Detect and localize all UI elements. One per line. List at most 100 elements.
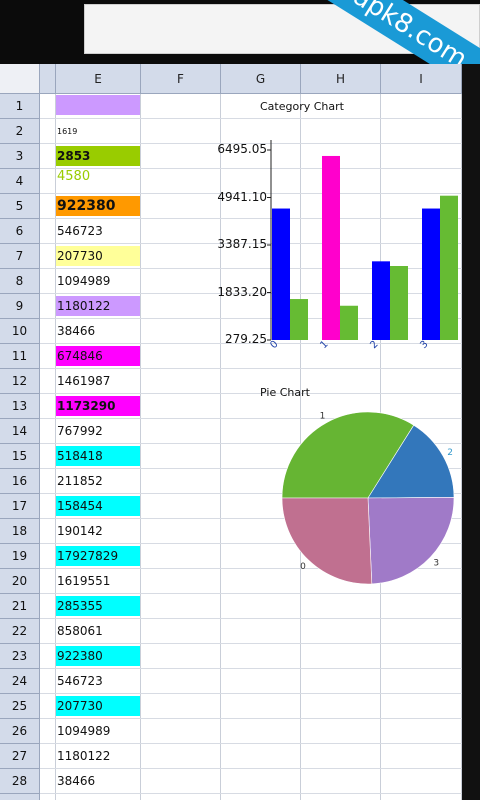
cell-e1[interactable] <box>56 95 140 115</box>
row-gridline <box>40 768 462 769</box>
row-header-13[interactable]: 13 <box>0 394 40 419</box>
row-gridline <box>40 368 462 369</box>
row-header-15[interactable]: 15 <box>0 444 40 469</box>
row-header-19[interactable]: 19 <box>0 544 40 569</box>
row-gridline <box>40 468 462 469</box>
row-gridline <box>40 168 462 169</box>
row-header-12[interactable]: 12 <box>0 369 40 394</box>
row-gridline <box>40 418 462 419</box>
column-header-h[interactable]: H <box>301 64 381 94</box>
cell-e8[interactable]: 1094989 <box>57 274 111 288</box>
row-header-26[interactable]: 26 <box>0 719 40 744</box>
row-header-20[interactable]: 20 <box>0 569 40 594</box>
column-header-g[interactable]: G <box>221 64 301 94</box>
row-header-4[interactable]: 4 <box>0 169 40 194</box>
cell-e25[interactable]: 207730 <box>56 696 140 716</box>
row-gridline <box>40 243 462 244</box>
row-gridline <box>40 743 462 744</box>
row-header-8[interactable]: 8 <box>0 269 40 294</box>
cell-e13[interactable]: 1173290 <box>56 396 140 416</box>
row-header-3[interactable]: 3 <box>0 144 40 169</box>
row-gridline <box>40 193 462 194</box>
row-gridline <box>40 293 462 294</box>
cell-e24[interactable]: 546723 <box>57 674 103 688</box>
cell-e2[interactable]: 1619 <box>57 127 78 136</box>
row-gridline <box>40 543 462 544</box>
cell-e9[interactable]: 1180122 <box>56 296 140 316</box>
row-gridline <box>40 318 462 319</box>
cell-e17[interactable]: 158454 <box>56 496 140 516</box>
scroll-edge <box>462 64 480 800</box>
cell-e27[interactable]: 1180122 <box>57 749 111 763</box>
pie-slice-2 <box>367 424 455 499</box>
column-gridline <box>220 94 221 800</box>
row-gridline <box>40 718 462 719</box>
row-header-24[interactable]: 24 <box>0 669 40 694</box>
category-chart-x-label: 1 <box>318 339 330 350</box>
row-gridline <box>40 143 462 144</box>
row-header-2[interactable]: 2 <box>0 119 40 144</box>
row-gridline <box>40 443 462 444</box>
pie-label-3: 3 <box>433 559 439 569</box>
category-chart-y-tick: 6495.05 <box>217 142 267 156</box>
row-header-10[interactable]: 10 <box>0 319 40 344</box>
pie-label-2: 2 <box>447 448 453 458</box>
cell-e21[interactable]: 285355 <box>56 596 140 616</box>
row-header-25[interactable]: 25 <box>0 694 40 719</box>
cell-e16[interactable]: 211852 <box>57 474 103 488</box>
row-header-16[interactable]: 16 <box>0 469 40 494</box>
cell-e22[interactable]: 858061 <box>57 624 103 638</box>
category-chart-bar <box>440 195 458 340</box>
row-header-29[interactable]: 29 <box>0 794 40 800</box>
row-header-5[interactable]: 5 <box>0 194 40 219</box>
category-chart-x-label: 0 <box>268 339 280 350</box>
column-header-e[interactable]: E <box>56 64 141 94</box>
row-header-1[interactable]: 1 <box>0 94 40 119</box>
row-header-18[interactable]: 18 <box>0 519 40 544</box>
row-header-9[interactable]: 9 <box>0 294 40 319</box>
cell-e14[interactable]: 767992 <box>57 424 103 438</box>
cell-e29[interactable]: 674846 <box>56 796 140 800</box>
corner-cell[interactable] <box>0 64 40 94</box>
cell-e20[interactable]: 1619551 <box>57 574 111 588</box>
row-header-14[interactable]: 14 <box>0 419 40 444</box>
cell-e5[interactable]: 922380 <box>56 196 140 216</box>
category-chart-bar <box>272 208 290 340</box>
category-chart-bar <box>422 208 440 340</box>
row-header-21[interactable]: 21 <box>0 594 40 619</box>
row-header-28[interactable]: 28 <box>0 769 40 794</box>
row-gridline <box>40 793 462 794</box>
column-gridline <box>140 94 141 800</box>
cell-e18[interactable]: 190142 <box>57 524 103 538</box>
cell-e4[interactable]: 4580 <box>57 169 91 184</box>
row-header-23[interactable]: 23 <box>0 644 40 669</box>
cell-e19[interactable]: 17927829 <box>56 546 140 566</box>
cell-e3[interactable]: 2853 <box>56 146 140 166</box>
column-header-f[interactable]: F <box>141 64 221 94</box>
row-header-7[interactable]: 7 <box>0 244 40 269</box>
category-chart-bar <box>340 305 358 340</box>
spreadsheet-grid[interactable]: E F G H I 1 2 3 4 5 6 7 8 9 10 11 12 13 14 15 16 17 18 19 20 21 22… <box>0 64 462 800</box>
category-chart-bar <box>372 261 390 340</box>
cell-e12[interactable]: 1461987 <box>57 374 111 388</box>
row-gridline <box>40 643 462 644</box>
column-header-i[interactable]: I <box>381 64 462 94</box>
cell-e26[interactable]: 1094989 <box>57 724 111 738</box>
cell-e28[interactable]: 38466 <box>57 774 96 788</box>
cell-e11[interactable]: 674846 <box>56 346 140 366</box>
row-header-6[interactable]: 6 <box>0 219 40 244</box>
cell-e10[interactable]: 38466 <box>57 324 96 338</box>
row-header-22[interactable]: 22 <box>0 619 40 644</box>
category-chart-x-label: 2 <box>368 339 380 350</box>
row-header-17[interactable]: 17 <box>0 494 40 519</box>
column-gridline <box>461 94 462 800</box>
cell-e6[interactable]: 546723 <box>57 224 103 238</box>
row-header-27[interactable]: 27 <box>0 744 40 769</box>
row-header-11[interactable]: 11 <box>0 344 40 369</box>
category-chart: 0 1 2 3 <box>267 140 458 350</box>
cell-e23[interactable]: 922380 <box>56 646 140 666</box>
cell-e15[interactable]: 518418 <box>56 446 140 466</box>
row-gridline <box>40 343 462 344</box>
column-header-d[interactable] <box>40 64 56 94</box>
cell-e7[interactable]: 207730 <box>56 246 140 266</box>
